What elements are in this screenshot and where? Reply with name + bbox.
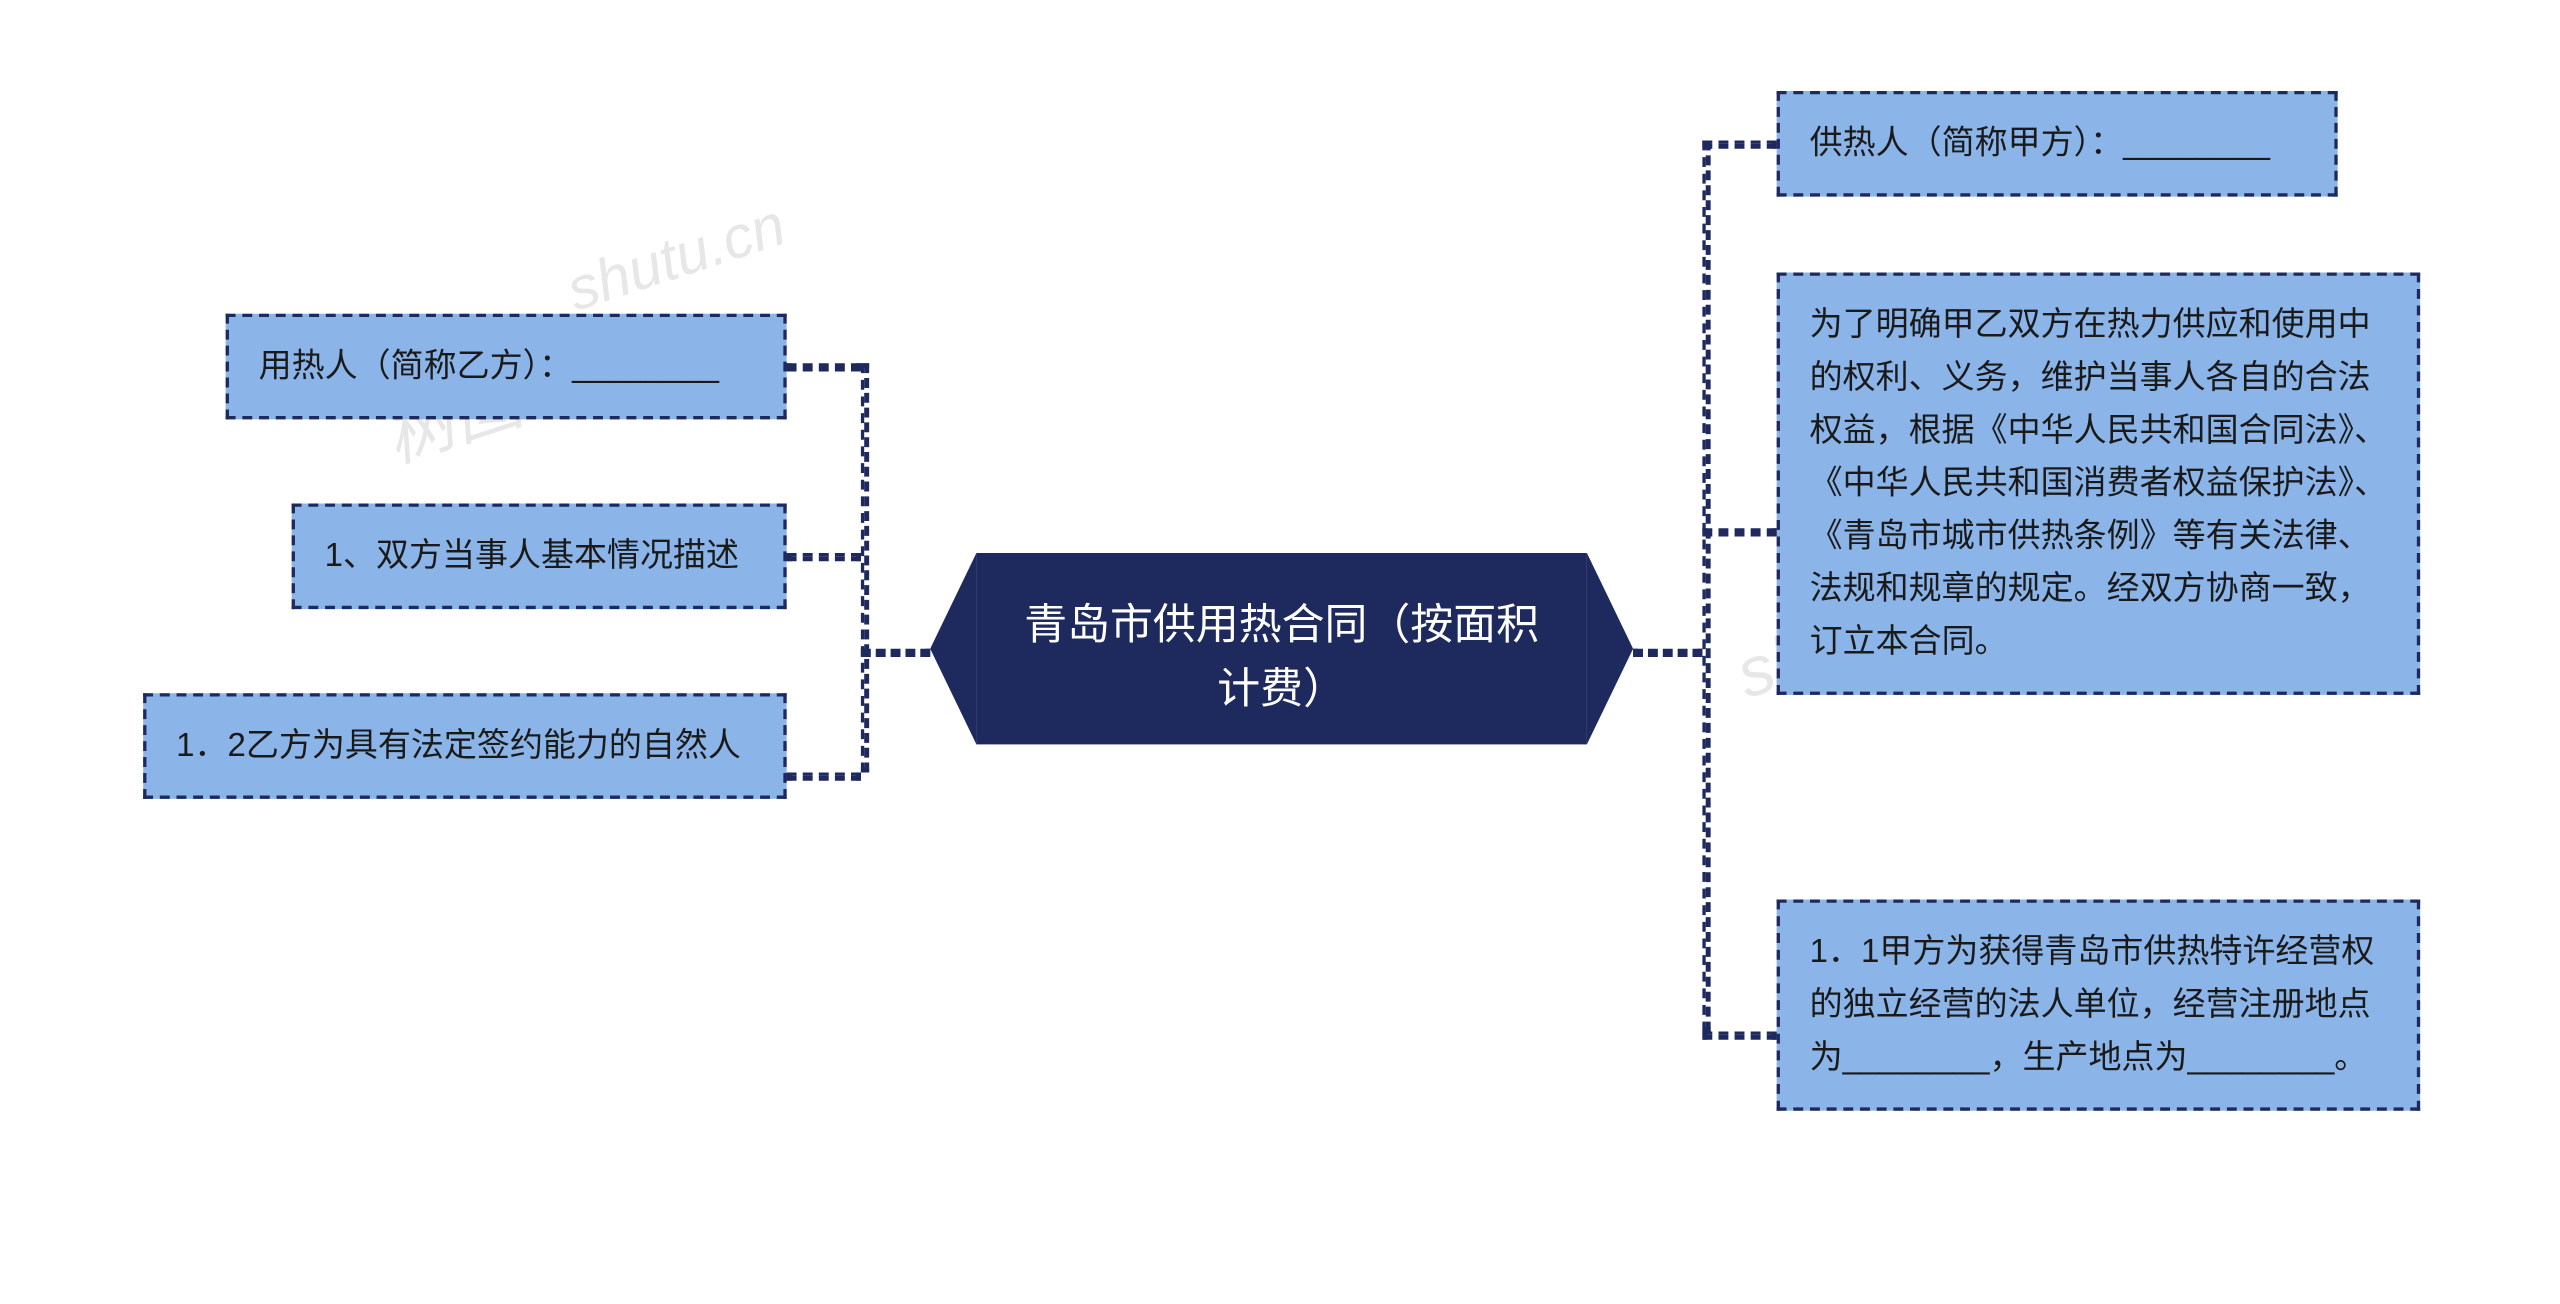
conn-right-trunk xyxy=(1633,649,1702,657)
center-text: 青岛市供用热合同（按面积计费） xyxy=(1024,599,1539,713)
left-node-1: 1、双方当事人基本情况描述 xyxy=(292,504,787,610)
mindmap-canvas: shutu.cn 树图 shutu 青岛市供用热合同（按面积计费） 用热人（简称… xyxy=(3,0,2557,1304)
right-node-0: 供热人（简称甲方）：________ xyxy=(1777,91,2338,197)
left-node-0: 用热人（简称乙方）：________ xyxy=(226,314,787,420)
conn-right-1 xyxy=(1702,528,1776,536)
right-node-2: 1．1甲方为获得青岛市供热特许经营权的独立经营的法人单位，经营注册地点为____… xyxy=(1777,900,2420,1111)
left-node-2: 1．2乙方为具有法定签约能力的自然人 xyxy=(143,693,787,799)
conn-right-0 xyxy=(1702,141,1776,149)
conn-left-2 xyxy=(787,772,861,780)
conn-left-trunk xyxy=(861,649,930,657)
conn-left-spine xyxy=(861,363,869,772)
conn-left-1 xyxy=(787,553,861,561)
right-node-1: 为了明确甲乙双方在热力供应和使用中的权利、义务，维护当事人各自的合法权益，根据《… xyxy=(1777,273,2420,695)
center-node: 青岛市供用热合同（按面积计费） xyxy=(976,553,1587,744)
conn-right-2 xyxy=(1702,1032,1776,1040)
conn-right-spine xyxy=(1702,141,1710,1032)
conn-left-0 xyxy=(787,363,861,371)
watermark-1: shutu.cn xyxy=(559,190,794,325)
